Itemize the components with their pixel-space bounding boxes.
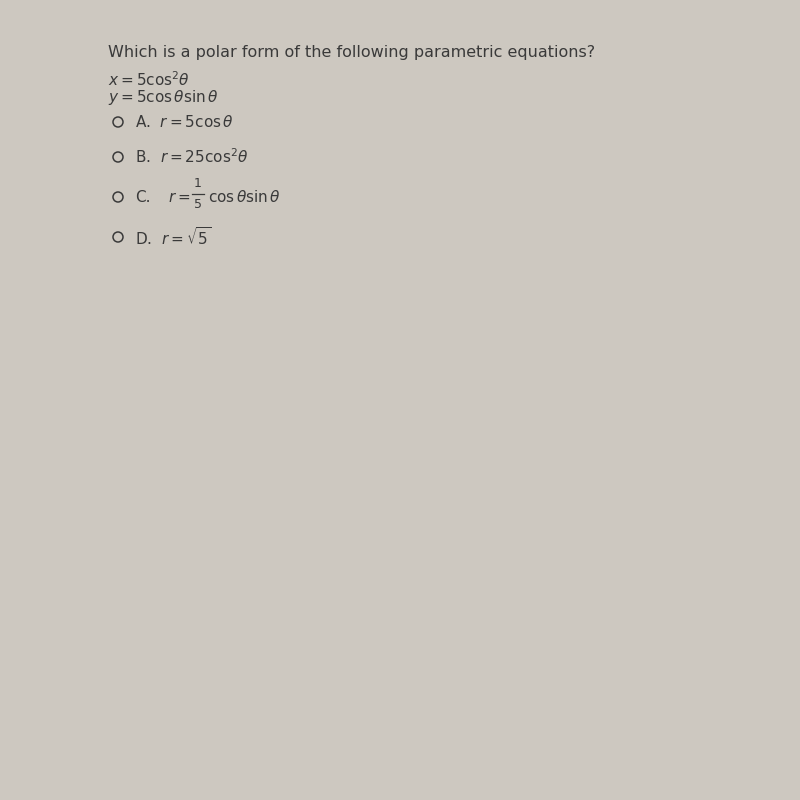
Text: C.: C.: [135, 190, 150, 205]
Text: B.  $r = 25\cos^2\!\theta$: B. $r = 25\cos^2\!\theta$: [135, 148, 249, 166]
Text: D.  $r = \sqrt{5}$: D. $r = \sqrt{5}$: [135, 226, 211, 248]
Text: $r =$: $r =$: [168, 190, 190, 205]
Text: $\cos\theta\sin\theta$: $\cos\theta\sin\theta$: [208, 189, 281, 205]
Text: 1: 1: [194, 177, 202, 190]
Text: A.  $r = 5\cos\theta$: A. $r = 5\cos\theta$: [135, 114, 234, 130]
Text: 5: 5: [194, 198, 202, 211]
Text: $y = 5\cos\theta\sin\theta$: $y = 5\cos\theta\sin\theta$: [108, 88, 218, 107]
Text: $x = 5\cos^2\!\theta$: $x = 5\cos^2\!\theta$: [108, 70, 190, 89]
Text: Which is a polar form of the following parametric equations?: Which is a polar form of the following p…: [108, 45, 595, 60]
